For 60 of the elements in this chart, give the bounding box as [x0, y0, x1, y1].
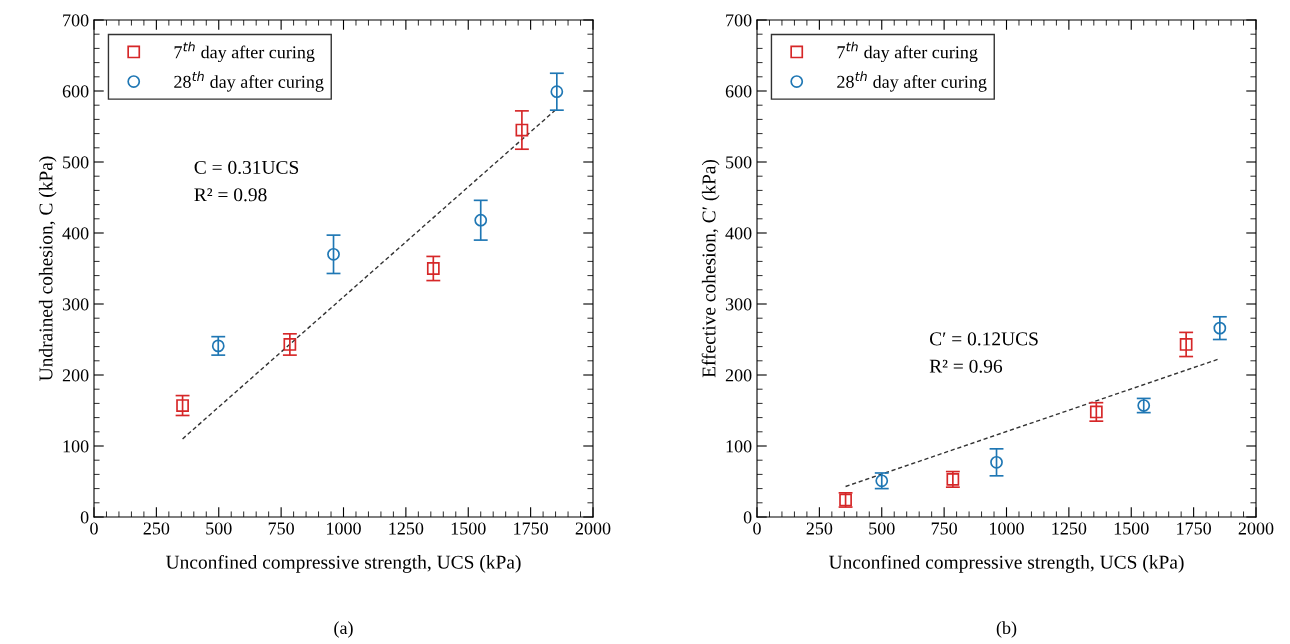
x-axis-title: Unconfined compressive strength, UCS (kPa): [165, 554, 521, 573]
y-tick-label: 500: [726, 156, 752, 169]
y-tick-label: 400: [62, 227, 89, 240]
x-tick-label: 1250: [1052, 522, 1087, 535]
y-tick-label: 0: [743, 511, 752, 524]
y-axis-title: Undrained cohesion, C (kPa): [38, 156, 57, 381]
annotation: C′ = 0.12UCS: [929, 332, 1038, 346]
legend-label: 7$^{th}$ day after curing: [837, 41, 978, 63]
point: [474, 213, 488, 227]
x-tick-label: 250: [143, 522, 170, 535]
y-tick-label: 700: [726, 14, 752, 27]
x-tick-label: 750: [931, 522, 957, 535]
x-tick-label: 1000: [327, 522, 361, 535]
y-tick-label: 400: [725, 227, 752, 240]
point: [426, 262, 440, 275]
x-tick-label: 500: [869, 522, 895, 535]
y-tick-label: 100: [63, 440, 89, 453]
point: [211, 339, 225, 353]
annotation: R² = 0.98: [194, 188, 267, 202]
y-tick-label: 300: [62, 298, 89, 311]
x-tick-label: 1750: [1177, 522, 1211, 535]
x-tick-label: 1500: [1114, 522, 1149, 535]
point: [1089, 405, 1103, 419]
x-tick-label: 0: [753, 522, 761, 535]
x-tick-label: 2000: [1238, 522, 1274, 535]
point: [1213, 321, 1227, 335]
x-tick-label: 1250: [389, 522, 424, 535]
x-tick-label: 1750: [514, 522, 548, 535]
point: [327, 247, 340, 261]
y-tick-label: 200: [725, 369, 752, 382]
legend-label: 28$^{th}$ day after curing: [837, 71, 987, 92]
x-tick-label: 2000: [575, 522, 611, 535]
point: [515, 123, 529, 137]
x-tick-label: 750: [268, 522, 294, 535]
x-axis-title: Unconfined compressive strength, UCS (kPa): [828, 554, 1184, 573]
point: [550, 85, 564, 99]
point: [990, 455, 1003, 469]
y-tick-label: 0: [80, 511, 89, 524]
x-tick-label: 0: [90, 522, 98, 535]
x-tick-label: 250: [806, 522, 833, 535]
y-tick-label: 200: [62, 369, 89, 382]
text: (a): [334, 621, 353, 638]
text: (b): [996, 621, 1017, 638]
legend-label: 7$^{th}$ day after curing: [174, 41, 315, 63]
y-tick-label: 600: [62, 85, 89, 98]
y-tick-label: 600: [725, 85, 752, 98]
x-tick-label: 1500: [451, 522, 486, 535]
x-tick-label: 1000: [990, 522, 1024, 535]
y-tick-label: 300: [725, 298, 752, 311]
y-axis-title: Effective cohesion, C′ (kPa): [701, 159, 720, 378]
y-tick-label: 500: [63, 156, 89, 169]
annotation: R² = 0.96: [929, 359, 1003, 373]
point: [283, 338, 297, 351]
x-tick-label: 500: [206, 522, 232, 535]
y-tick-label: 100: [726, 440, 752, 453]
legend-label: 28$^{th}$ day after curing: [174, 71, 324, 92]
point: [1179, 338, 1193, 351]
point: [176, 399, 189, 412]
annotation: C = 0.31UCS: [194, 160, 299, 175]
y-tick-label: 700: [63, 14, 89, 27]
